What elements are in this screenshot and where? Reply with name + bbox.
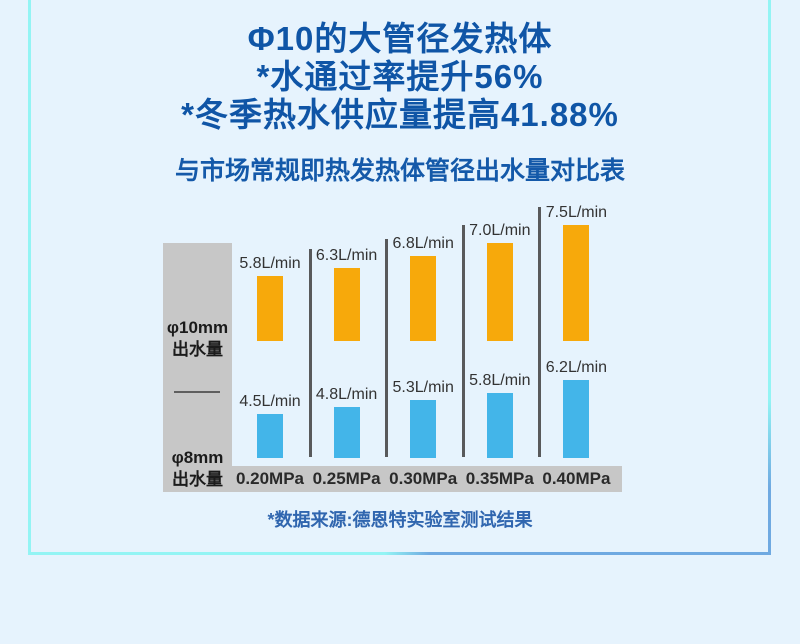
flow-value-label-phi10: 7.0L/min: [469, 222, 531, 239]
flow-bar-phi8: [563, 380, 590, 458]
flow-value-label-phi10: 6.8L/min: [392, 235, 454, 252]
flow-value-label-phi8: 4.8L/min: [315, 386, 378, 403]
row-label-phi8: φ8mm 出水量: [163, 447, 232, 491]
flow-bar-phi10: [257, 276, 283, 341]
flow-value-label-phi10: 6.3L/min: [315, 247, 378, 264]
flow-bar-phi8: [410, 400, 437, 458]
pressure-tick-label: 0.40MPa: [542, 469, 611, 488]
flow-bar-phi8: [333, 407, 360, 458]
frame-border-left: [28, 0, 31, 555]
headline-line-3: *冬季热水供应量提高41.88%: [181, 96, 619, 133]
flow-value-label-phi8: 4.5L/min: [239, 393, 301, 410]
row-divider-line: [174, 391, 220, 393]
flow-bar-phi10: [486, 243, 513, 341]
pressure-tick-label: 0.35MPa: [465, 469, 534, 488]
flow-value-label-phi10: 7.5L/min: [545, 204, 608, 221]
headline-line-1: Φ10的大管径发热体: [247, 20, 553, 57]
pressure-tick-label: 0.20MPa: [235, 469, 305, 488]
column-divider-line: [538, 207, 542, 457]
pressure-tick-label: 0.30MPa: [389, 469, 458, 488]
comparison-chart: φ10mm 出水量 φ8mm 出水量 5.8L/min 4.5L/min 0.20M…: [163, 200, 622, 492]
flow-bar-phi8: [486, 393, 513, 458]
flow-bar-phi10: [563, 225, 590, 341]
row-label-phi10-line2: 出水量: [172, 340, 223, 359]
flow-value-label-phi8: 5.3L/min: [392, 379, 454, 396]
flow-bar-phi10: [410, 256, 437, 341]
flow-value-label-phi10: 5.8L/min: [239, 255, 301, 272]
chart-title: 与市场常规即热发热体管径出水量对比表: [174, 157, 625, 185]
pressure-tick-label: 0.25MPa: [312, 469, 381, 488]
row-labels-panel: φ10mm 出水量 φ8mm 出水量: [163, 243, 232, 492]
pressure-axis-band: [232, 466, 622, 492]
row-label-phi8-line2: 出水量: [172, 470, 223, 489]
headline-line-2: *水通过率提升56%: [256, 58, 544, 95]
flow-value-label-phi8: 5.8L/min: [469, 372, 531, 389]
frame-border-bottom: [28, 552, 771, 555]
row-label-phi10-line1: φ10mm: [166, 318, 229, 337]
flow-bar-phi10: [333, 268, 360, 341]
column-divider-line: [308, 249, 312, 457]
column-divider-line: [461, 225, 465, 457]
frame-border-right: [768, 0, 771, 555]
column-divider-line: [385, 239, 389, 457]
flow-value-label-phi8: 6.2L/min: [545, 359, 608, 376]
data-source-note: *数据来源:德恩特实验室测试结果: [267, 510, 533, 530]
headline: Φ10的大管径发热体 *水通过率提升56% *冬季热水供应量提高41.88%: [0, 20, 800, 134]
row-label-phi10: φ10mm 出水量: [163, 317, 232, 361]
row-label-phi8-line1: φ8mm: [171, 448, 224, 467]
flow-bar-phi8: [257, 414, 283, 458]
